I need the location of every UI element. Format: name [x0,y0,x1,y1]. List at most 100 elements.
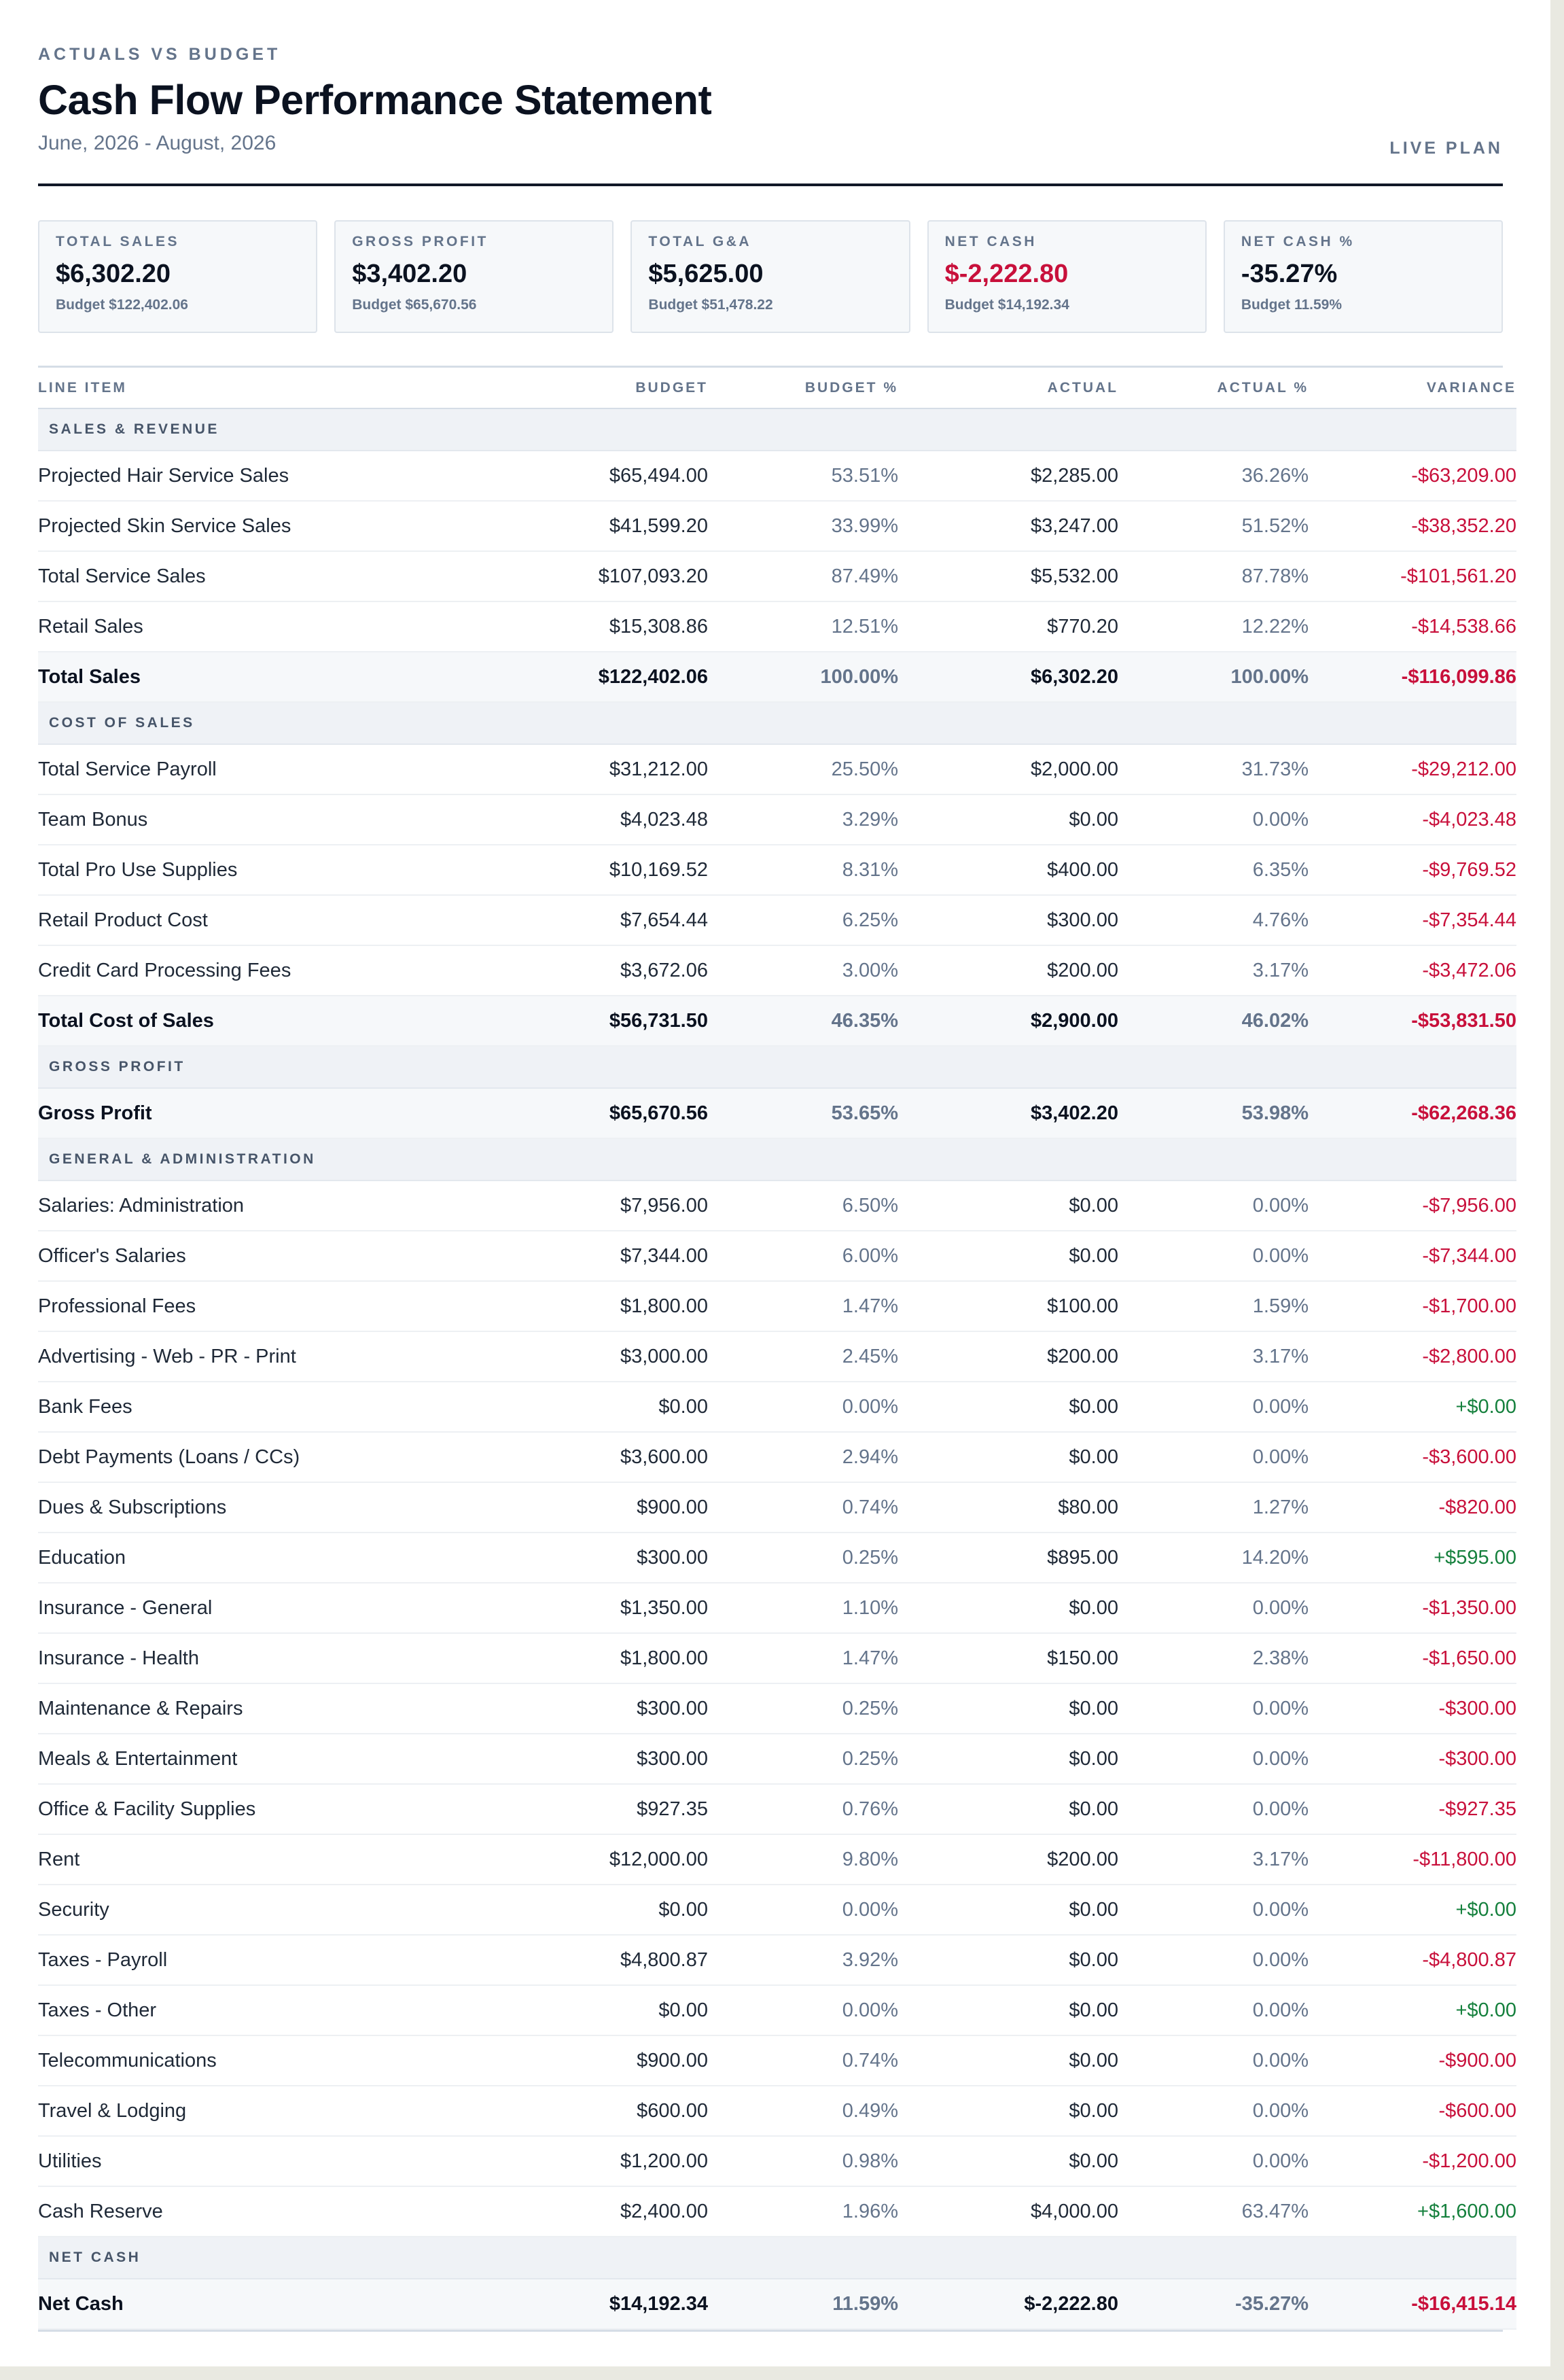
cell-actual: $895.00 [898,1533,1118,1583]
cell-variance: -$300.00 [1309,1683,1516,1734]
cell-actual: $0.00 [898,2035,1118,2086]
cell-budget: $300.00 [473,1533,708,1583]
table-row: Projected Skin Service Sales $41,599.20 33… [38,501,1516,552]
cell-actual: $2,900.00 [898,996,1118,1047]
cell-actual-pct: 0.00% [1118,794,1309,845]
cell-variance: +$0.00 [1309,1985,1516,2036]
cell-variance: -$53,831.50 [1309,996,1516,1047]
cell-budget-pct: 0.00% [708,1382,898,1433]
cell-actual-pct: 46.02% [1118,996,1309,1047]
section-header-row: COST OF SALES [38,702,1516,745]
cell-budget-pct: 0.00% [708,1885,898,1936]
cell-budget: $10,169.52 [473,845,708,896]
cell-budget: $2,400.00 [473,2186,708,2237]
table-row: Retail Sales $15,308.86 12.51% $770.20 12.22… [38,601,1516,652]
cell-budget: $600.00 [473,2086,708,2137]
summary-card: NET CASH % -35.27% Budget 11.59% [1223,220,1504,333]
cell-budget: $3,000.00 [473,1331,708,1382]
cell-actual: $0.00 [898,1683,1118,1734]
cell-budget: $56,731.50 [473,996,708,1047]
report-header: ACTUALS VS BUDGET Cash Flow Performance … [38,41,1503,186]
cell-budget-pct: 6.00% [708,1231,898,1282]
cell-actual: $0.00 [898,794,1118,845]
cell-actual-pct: 3.17% [1118,945,1309,996]
cell-budget: $107,093.20 [473,551,708,602]
section-title: NET CASH [38,2237,1516,2279]
summary-card: TOTAL SALES $6,302.20 Budget $122,402.06 [38,220,318,333]
cell-line-item: Education [38,1533,473,1583]
col-header-budget-pct: BUDGET % [708,368,898,409]
section-title: GROSS PROFIT [38,1046,1516,1089]
cell-actual-pct: 87.78% [1118,551,1309,602]
cell-budget-pct: 33.99% [708,501,898,552]
cell-budget: $15,308.86 [473,601,708,652]
statement-table: LINE ITEM BUDGET BUDGET % ACTUAL ACTUAL … [38,368,1516,2330]
cell-budget-pct: 53.51% [708,451,898,502]
cell-line-item: Taxes - Payroll [38,1935,473,1986]
cell-budget-pct: 3.00% [708,945,898,996]
summary-card-budget: Budget $14,192.34 [944,297,1069,313]
cell-budget: $7,654.44 [473,895,708,946]
cell-variance: -$1,650.00 [1309,1633,1516,1684]
total-row: Total Cost of Sales $56,731.50 46.35% $2,90… [38,996,1516,1047]
section-title: COST OF SALES [38,702,1516,745]
cell-line-item: Team Bonus [38,794,473,845]
cell-actual: $2,000.00 [898,744,1118,795]
cell-actual-pct: 0.00% [1118,1382,1309,1433]
summary-card-label: TOTAL SALES [56,234,180,249]
cell-line-item: Retail Product Cost [38,895,473,946]
plan-label: LIVE PLAN [1389,139,1503,158]
cell-actual-pct: 0.00% [1118,1985,1309,2036]
cell-budget: $7,344.00 [473,1231,708,1282]
total-row: Total Sales $122,402.06 100.00% $6,302.20 10… [38,652,1516,703]
cell-budget-pct: 0.74% [708,1482,898,1533]
cell-variance: -$820.00 [1309,1482,1516,1533]
cell-actual: $4,000.00 [898,2186,1118,2237]
cell-actual: $0.00 [898,1784,1118,1835]
total-row: Net Cash $14,192.34 11.59% $-2,222.80 -35.27… [38,2279,1516,2330]
cell-variance: +$0.00 [1309,1382,1516,1433]
section-header-row: GROSS PROFIT [38,1046,1516,1089]
section-title: SALES & REVENUE [38,408,1516,451]
table-row: Cash Reserve $2,400.00 1.96% $4,000.00 63.47… [38,2186,1516,2237]
page-title: Cash Flow Performance Statement [38,77,712,123]
cell-line-item: Debt Payments (Loans / CCs) [38,1432,473,1483]
cell-actual-pct: 12.22% [1118,601,1309,652]
summary-card: TOTAL G&A $5,625.00 Budget $51,478.22 [630,220,910,333]
cell-budget: $0.00 [473,1382,708,1433]
cell-variance: -$4,800.87 [1309,1935,1516,1986]
cell-budget: $7,956.00 [473,1180,708,1231]
table-row: Professional Fees $1,800.00 1.47% $100.00 1.… [38,1281,1516,1332]
summary-card: GROSS PROFIT $3,402.20 Budget $65,670.56 [334,220,614,333]
cell-variance: -$1,700.00 [1309,1281,1516,1332]
cell-variance: -$62,268.36 [1309,1088,1516,1139]
cell-variance: -$600.00 [1309,2086,1516,2137]
cell-budget: $300.00 [473,1683,708,1734]
cell-actual-pct: -35.27% [1118,2279,1309,2330]
cell-actual: $-2,222.80 [898,2279,1118,2330]
cell-line-item: Total Service Sales [38,551,473,602]
cell-budget-pct: 3.92% [708,1935,898,1986]
cell-budget-pct: 6.25% [708,895,898,946]
cell-budget: $1,800.00 [473,1633,708,1684]
cell-budget: $65,670.56 [473,1088,708,1139]
cell-line-item: Total Pro Use Supplies [38,845,473,896]
cell-budget-pct: 0.76% [708,1784,898,1835]
table-row: Security $0.00 0.00% $0.00 0.00% +$0.00 [38,1885,1516,1936]
cell-actual: $0.00 [898,1583,1118,1634]
cell-line-item: Credit Card Processing Fees [38,945,473,996]
table-row: Utilities $1,200.00 0.98% $0.00 0.00% -$1,200… [38,2136,1516,2187]
cell-budget-pct: 8.31% [708,845,898,896]
cell-variance: -$2,800.00 [1309,1331,1516,1382]
table-row: Officer's Salaries $7,344.00 6.00% $0.00 0.0… [38,1231,1516,1282]
cell-budget: $4,800.87 [473,1935,708,1986]
cell-variance: -$300.00 [1309,1734,1516,1785]
cell-actual: $0.00 [898,1180,1118,1231]
cell-line-item: Advertising - Web - PR - Print [38,1331,473,1382]
table-row: Meals & Entertainment $300.00 0.25% $0.00 0.… [38,1734,1516,1785]
cell-actual-pct: 0.00% [1118,2136,1309,2187]
table-row: Telecommunications $900.00 0.74% $0.00 0.00%… [38,2035,1516,2086]
cell-budget: $12,000.00 [473,1834,708,1885]
cell-line-item: Total Cost of Sales [38,996,473,1047]
cell-budget: $300.00 [473,1734,708,1785]
